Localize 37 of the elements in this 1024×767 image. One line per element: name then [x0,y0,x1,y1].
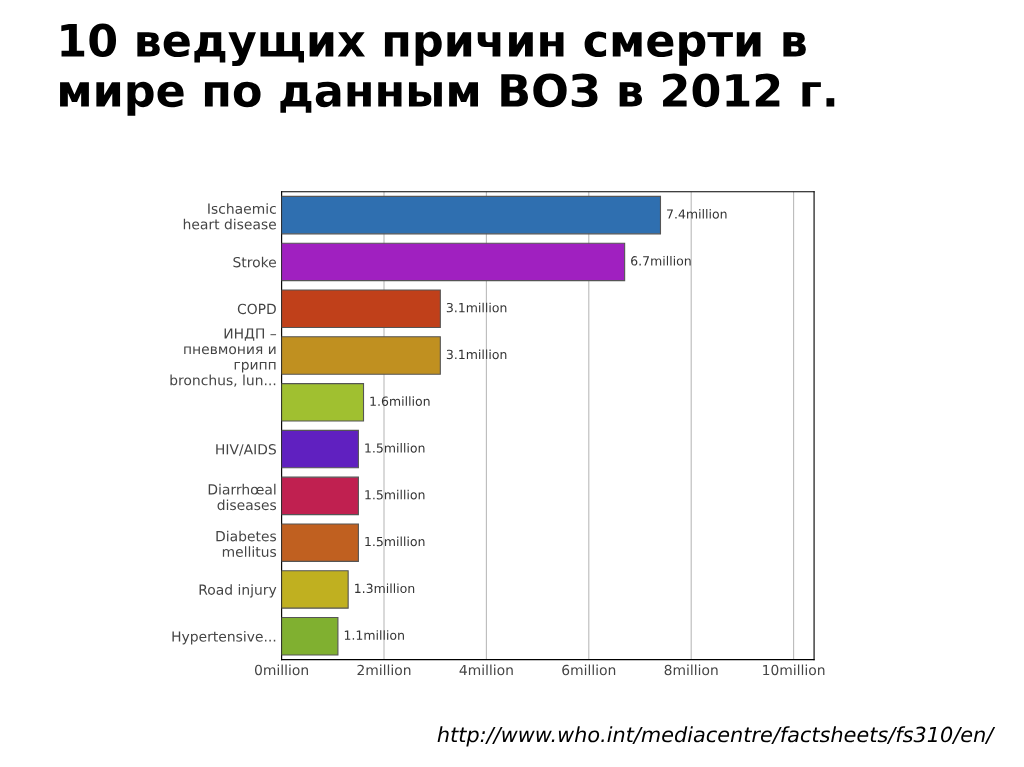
text: http://www.who.int/mediacentre/factsheets/fs310/en/ [437,726,996,747]
data-label: 1.3million [355,583,415,594]
y-tick-label: COPD [237,303,276,315]
bar [281,336,441,375]
x-tick-label: 10million [763,664,825,676]
bar [281,476,359,516]
y-tick-label: Diarrhœal diseases [208,483,277,511]
data-label: 3.1million [446,349,507,360]
bar [281,429,359,469]
y-tick-label: HIV/AIDS [216,444,276,456]
data-label: 1.5million [365,489,425,500]
data-label: 7.4million [667,209,727,219]
data-label: 1.1million [344,630,404,640]
x-tick-label: 6million [562,664,616,676]
data-label: 3.1million [446,302,507,313]
y-tick-label: Hypertensive... [172,630,276,645]
bar [281,616,339,656]
x-tick-label: 8million [664,664,718,676]
y-tick-label: Diabetes mellitus [216,530,277,557]
x-tick-label: 0million [254,664,308,676]
bar [281,570,349,609]
y-tick-label: Ischaemic heart disease [183,203,276,230]
bar [281,289,441,328]
x-tick-label: 4million [459,664,513,676]
y-tick-label: Stroke [233,256,276,268]
y-tick-label: ИНДП – пневмония и грипп bronchus, lun... [170,328,277,387]
bar [281,242,626,282]
bar [281,383,365,422]
data-label: 6.7million [631,255,691,266]
y-tick-label: Road injury [199,584,277,598]
data-label: 1.5million [365,443,425,453]
data-label: 1.6million [370,396,430,406]
chart-title: 10 ведущих причин смерти в мире по данным ВОЗ в 2012 г. [60,23,835,116]
bar [281,523,359,562]
bar [281,195,662,235]
x-tick-label: 2million [357,664,411,676]
data-label: 1.5million [365,536,425,547]
